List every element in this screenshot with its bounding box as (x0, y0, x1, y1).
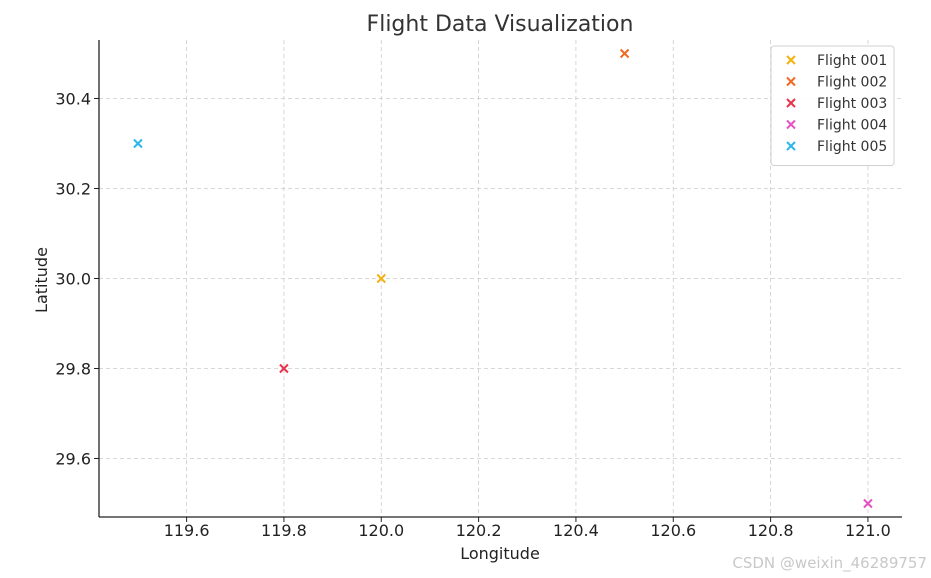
y-tick-label: 30.4 (55, 90, 91, 109)
legend-label: Flight 003 (817, 96, 887, 112)
chart-title: Flight Data Visualization (367, 12, 634, 37)
legend-marker (786, 76, 796, 87)
watermark: CSDN @weixin_46289757 (732, 554, 927, 572)
data-point (863, 498, 873, 509)
legend-label: Flight 005 (817, 139, 887, 155)
data-point (619, 48, 630, 59)
y-axis-label: Latitude (32, 247, 51, 313)
x-tick-label: 120.2 (456, 521, 502, 540)
x-tick-label: 120.4 (553, 521, 599, 540)
x-tick-label: 120.0 (358, 521, 404, 540)
legend-marker (786, 141, 796, 151)
legend-marker (786, 98, 796, 108)
grid (99, 40, 902, 517)
ticks: 119.6 119.8 120.0 120.2 120.4 120.6 120.8 121.0… (55, 90, 890, 541)
y-tick-label: 30.0 (55, 270, 91, 289)
legend: Flight 001 Flight 002 Flight 003 Flight 004… (770, 45, 895, 166)
x-tick-label: 119.6 (164, 521, 210, 540)
y-tick-label: 29.8 (55, 360, 91, 379)
legend-marker (786, 119, 796, 130)
data-points (133, 48, 873, 509)
legend-marker (786, 55, 796, 65)
legend-label: Flight 002 (817, 75, 887, 91)
x-tick-label: 120.8 (748, 521, 794, 540)
x-axis-label: Longitude (460, 544, 540, 563)
data-point (133, 138, 143, 149)
legend-box (770, 45, 895, 166)
y-tick-label: 30.2 (55, 180, 91, 199)
x-tick-label: 121.0 (845, 521, 891, 540)
x-tick-label: 119.8 (261, 521, 307, 540)
x-tick-label: 120.6 (650, 521, 696, 540)
data-point (376, 273, 386, 284)
data-point (279, 363, 289, 374)
legend-label: Flight 004 (817, 118, 887, 134)
y-tick-label: 29.6 (55, 450, 91, 469)
legend-label: Flight 001 (817, 53, 887, 69)
